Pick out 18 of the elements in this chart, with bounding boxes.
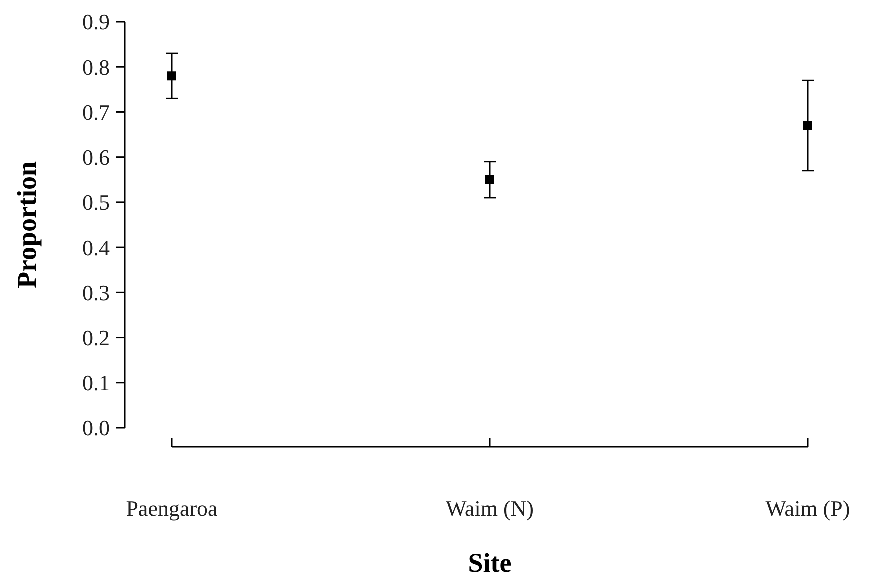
y-tick-label: 0.2 xyxy=(82,325,110,350)
y-tick-label: 0.4 xyxy=(82,235,110,260)
y-tick-label: 0.5 xyxy=(82,190,110,216)
x-tick-label: Waim (N) xyxy=(446,496,534,521)
y-tick-label: 0.9 xyxy=(82,10,110,35)
y-tick-label: 0.8 xyxy=(82,54,110,80)
point xyxy=(486,175,494,184)
point xyxy=(804,121,812,130)
x-tick-label: Paengaroa xyxy=(126,496,218,521)
y-tick-label: 0.6 xyxy=(82,145,110,170)
y-tick-label: 0.1 xyxy=(82,370,110,396)
x-axis-title: Site xyxy=(468,548,512,578)
point xyxy=(168,72,176,81)
y-tick-label: 0.0 xyxy=(82,416,110,441)
y-tick-label: 0.3 xyxy=(82,280,110,306)
y-axis-title: Proportion xyxy=(12,162,42,288)
x-tick-label: Waim (P) xyxy=(766,496,850,521)
y-tick-label: 0.7 xyxy=(82,100,110,125)
